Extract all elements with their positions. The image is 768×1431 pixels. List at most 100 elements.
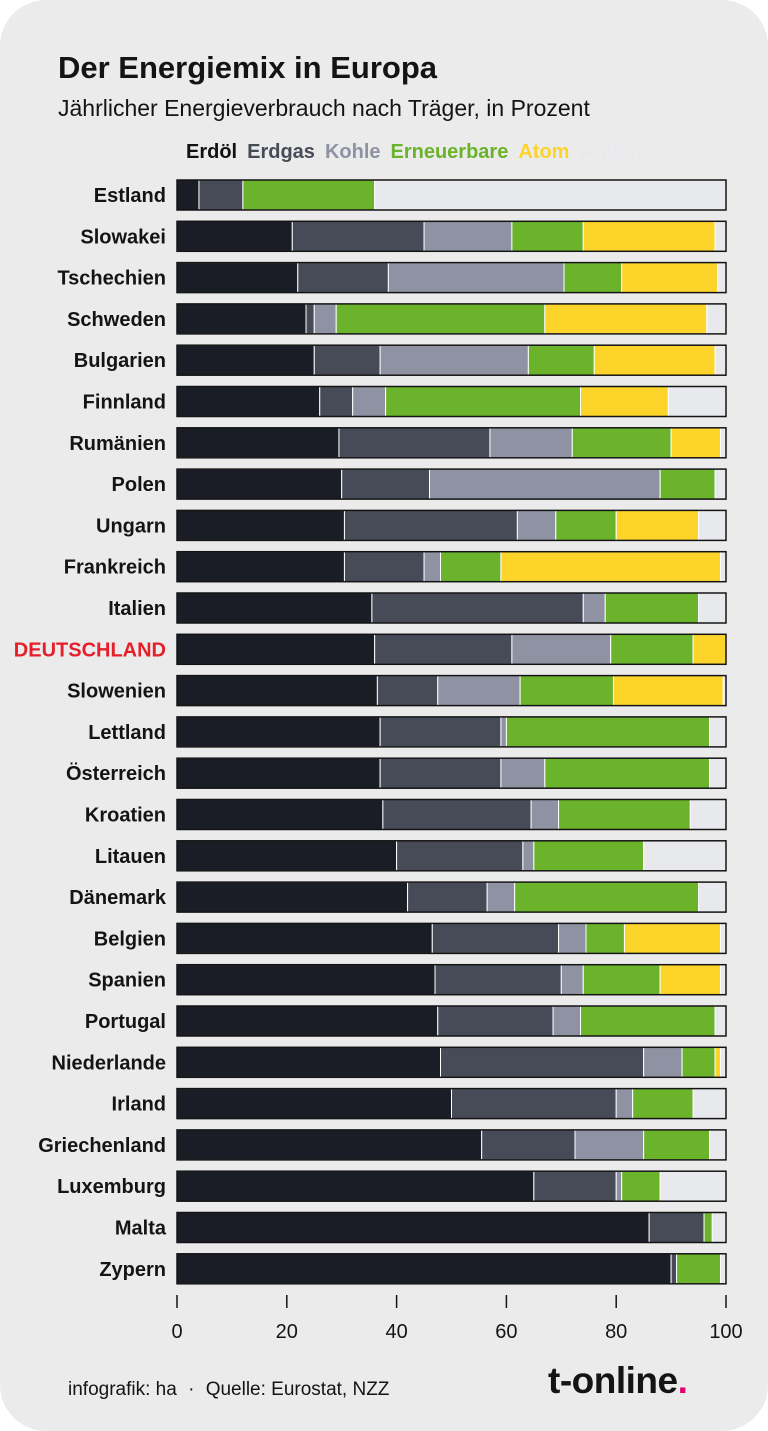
bar-segment [706,303,727,335]
bar-segment [560,964,584,996]
bar-outline [176,1211,727,1244]
bar-segment [720,964,727,996]
bar-segment [376,675,439,707]
legend: Erdöl Erdgas Kohle Erneuerbare Atom Ande… [186,141,648,164]
bar-segment [313,303,337,335]
category-label: Finnland [83,392,166,414]
bar-row: Polen [112,468,727,500]
bar-segment [385,386,582,417]
bar-row: Irland [112,1087,727,1120]
bar-row: Frankreich [64,550,727,583]
bar-segment [659,1170,727,1202]
bar-segment [176,427,340,459]
bar-segment [338,427,491,459]
bar-outline [176,1253,727,1285]
bar-row: DEUTSCHLAND [14,633,727,666]
bar-segment [558,922,587,954]
chart-subtitle: Jährlicher Energieverbrauch nach Träger,… [58,95,590,121]
bar-row: Slowakei [80,220,727,253]
category-label: Lettland [88,722,166,744]
bar-segment [176,1005,439,1037]
bar-segment [176,799,384,830]
category-label: DEUTSCHLAND [14,639,166,661]
bar-outline [176,674,727,707]
bar-row: Portugal [85,1005,727,1037]
legend-item-erneuerbare: Erneuerbare [390,141,509,163]
bar-segment [176,675,378,707]
bar-segment [511,220,584,252]
bar-segment [698,509,727,541]
bar-segment [720,427,727,459]
bar-segment [555,509,617,541]
bar-segment [720,1046,727,1078]
bar-segment [643,1046,683,1078]
bar-segment [689,799,727,830]
category-label: Slowenien [67,681,166,703]
bar-segment [198,179,244,211]
category-label: Portugal [85,1011,166,1033]
bar-segment [434,964,562,996]
bar-segment [582,220,716,252]
bar-segment [720,551,727,583]
bar-row: Kroatien [85,798,727,831]
bar-segment [176,633,376,665]
bar-segment [176,1253,672,1285]
source-text: Quelle: Eurostat, NZZ [205,1379,390,1400]
bar-segment [437,1005,554,1037]
bar-segment [698,881,727,913]
bar-segment [440,1046,645,1078]
bar-segment [379,716,502,748]
bar-segment [544,757,711,789]
bar-segment [305,303,315,335]
bar-segment [558,799,691,830]
bar-segment [176,716,381,748]
bar-outline [176,881,727,913]
bar-segment [176,220,293,252]
bar-segment [519,675,614,707]
bar-segment [343,551,425,583]
bar-segment [585,922,625,954]
bar-outline [176,468,727,500]
bar-segment [374,633,513,665]
bar-segment [612,675,724,707]
bar-segment [440,551,502,583]
category-label: Belgien [94,928,166,950]
category-label: Griechenland [38,1135,166,1157]
bar-segment [500,716,507,748]
bar-segment [176,840,398,872]
bar-segment [720,1253,727,1285]
bar-segment [717,262,727,294]
bar-segment [720,922,727,954]
bar-segment [571,427,672,459]
bar-row: Spanien [88,963,727,996]
bar-row: Griechenland [38,1129,727,1161]
bar-segment [621,262,719,294]
bar-row: Malta [115,1211,727,1244]
bar-segment [407,881,488,913]
bar-outline [176,344,727,376]
bar-segment [533,1170,617,1202]
footer-separator: · [188,1379,195,1400]
bar-segment [176,386,321,417]
bar-outline [176,840,727,872]
bar-outline [176,1129,727,1161]
bar-row: Lettland [88,716,727,748]
bar-segment [530,799,560,830]
bar-segment [176,881,409,913]
bar-segment [176,1129,483,1161]
legend-item-erdoel: Erdöl [186,141,238,163]
x-tick-label: 20 [276,1321,298,1343]
bar-segment [709,1129,727,1161]
category-label: Dänemark [69,887,167,909]
bar-segment [396,840,524,872]
bar-segment [615,1170,623,1202]
bar-row: Niederlande [52,1046,727,1079]
bar-segment [176,262,299,294]
brand-text: t-online [548,1360,678,1401]
bar-segment [681,1046,716,1078]
bar-segment [552,1005,582,1037]
category-label: Bulgarien [74,350,166,372]
bar-segment [387,262,565,294]
bar-segment [711,1212,727,1243]
category-label: Schweden [67,309,166,331]
